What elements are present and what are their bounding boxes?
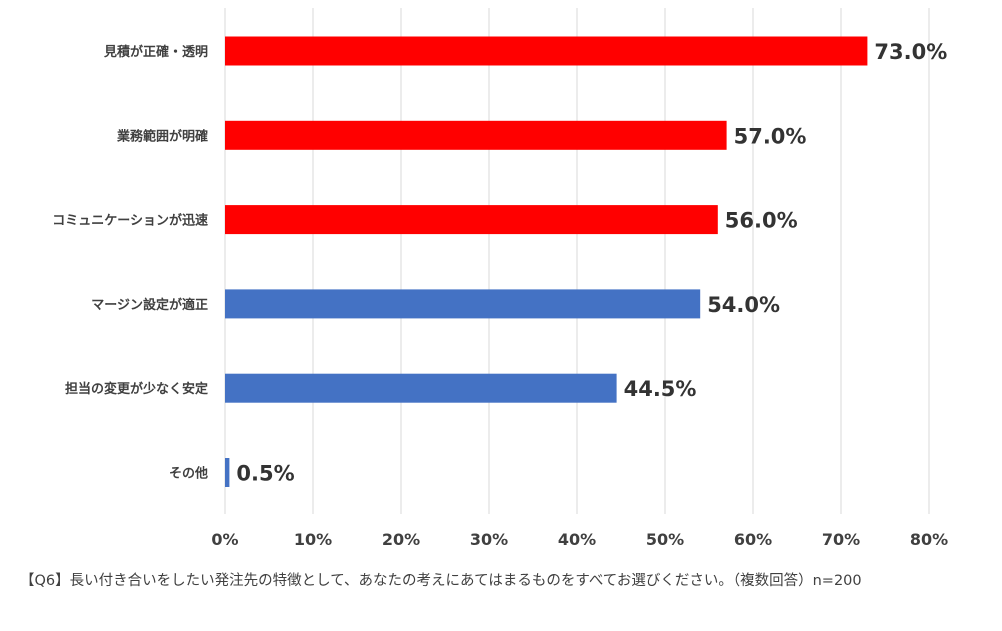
category-label: 担当の変更が少なく安定 bbox=[65, 381, 208, 397]
x-tick-label: 40% bbox=[558, 530, 596, 549]
x-tick-label: 80% bbox=[910, 530, 948, 549]
x-tick-label: 10% bbox=[294, 530, 332, 549]
category-label: コミュニケーションが迅速 bbox=[52, 213, 208, 229]
data-label: 57.0% bbox=[734, 124, 807, 148]
data-label: 73.0% bbox=[874, 40, 947, 64]
data-label: 44.5% bbox=[624, 377, 697, 401]
bar bbox=[225, 458, 230, 487]
category-label: 見積が正確・透明 bbox=[103, 44, 208, 60]
bar bbox=[225, 120, 727, 150]
data-label: 56.0% bbox=[725, 209, 798, 233]
bar bbox=[225, 289, 701, 319]
bar bbox=[225, 205, 718, 235]
category-label: マージン設定が適正 bbox=[91, 297, 208, 313]
x-tick-label: 70% bbox=[822, 530, 860, 549]
bar bbox=[225, 36, 868, 66]
bar bbox=[225, 373, 617, 403]
category-label: その他 bbox=[169, 466, 208, 482]
x-tick-label: 0% bbox=[211, 530, 238, 549]
survey-footnote: 【Q6】長い付き合いをしたい発注先の特徴として、あなたの考えにあてはまるものをす… bbox=[20, 573, 862, 589]
x-tick-label: 60% bbox=[734, 530, 772, 549]
x-tick-label: 30% bbox=[470, 530, 508, 549]
category-label: 業務範囲が明確 bbox=[116, 128, 208, 144]
x-tick-label: 50% bbox=[646, 530, 684, 549]
data-label: 0.5% bbox=[236, 462, 294, 486]
x-tick-label: 20% bbox=[382, 530, 420, 549]
data-label: 54.0% bbox=[707, 293, 780, 317]
bar-chart: 0% 10% 20% 30% 40% 50% 60% 70% 80% 見積が正確・透明 73.0% 業… bbox=[52, 8, 948, 549]
